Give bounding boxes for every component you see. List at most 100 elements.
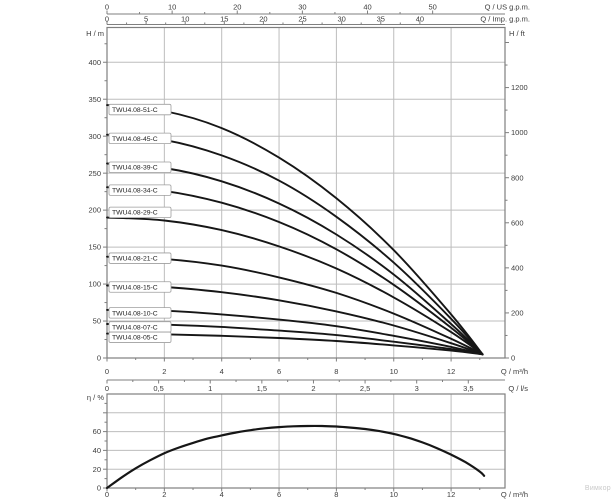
tick-label: 30 (337, 15, 345, 24)
pump-curves (106, 104, 484, 356)
tick-label: 0 (105, 490, 109, 499)
curve-label-TWU4.08-45-C: TWU4.08-45-C (108, 132, 172, 145)
curve-label-TWU4.08-29-C: TWU4.08-29-C (108, 206, 172, 218)
tick-label: 12 (447, 367, 455, 376)
pump-curve-TWU4.08-39-C (106, 162, 484, 356)
axis-label-eta: η / % (87, 393, 104, 402)
axis-m3h-top-chart: 0 2 4 6 8 10 12 Q / m³/h (105, 358, 528, 376)
curve-label-box (108, 103, 172, 116)
curve-label-box (108, 307, 172, 319)
curve-label-text: TWU4.08-10-C (112, 310, 158, 317)
tick-label: 200 (88, 206, 101, 215)
pump-curve-TWU4.08-34-C (106, 186, 484, 356)
tick-label: 300 (88, 132, 101, 141)
pump-curve-TWU4.08-15-C (106, 284, 484, 356)
tick-label: 20 (233, 3, 241, 12)
head-chart-frame (106, 26, 506, 359)
tick-label: 0,5 (153, 384, 163, 393)
tick-label: 10 (168, 3, 176, 12)
tick-label: 40 (93, 446, 101, 455)
axis-label-m3h-bottom: Q / m³/h (501, 490, 528, 499)
curve-label-box (108, 281, 172, 293)
efficiency-curve (105, 424, 486, 490)
curve-label-TWU4.08-39-C: TWU4.08-39-C (108, 161, 172, 173)
tick-label: 600 (511, 218, 524, 227)
curve-label-text: TWU4.08-15-C (112, 284, 158, 291)
curve-label-TWU4.08-34-C: TWU4.08-34-C (108, 184, 172, 196)
curve-label-text: TWU4.08-21-C (112, 256, 158, 263)
tick-label: 25 (298, 15, 306, 24)
tick-label: 4 (220, 367, 224, 376)
tick-label: 12 (447, 490, 455, 499)
tick-label: 3 (415, 384, 419, 393)
tick-label: 10 (181, 15, 189, 24)
tick-label: 1000 (511, 128, 528, 137)
axis-h-ft: 0 200 400 600 800 1000 1200 H / ft (505, 29, 528, 363)
tick-label: 350 (88, 95, 101, 104)
tick-label: 2 (311, 384, 315, 393)
axis-m3h-efficiency: 0 2 4 6 8 10 12 Q / m³/h (105, 488, 528, 499)
axis-label-h-ft: H / ft (509, 29, 526, 38)
tick-label: 400 (88, 58, 101, 67)
tick-label: 1,5 (257, 384, 267, 393)
tick-label: 6 (277, 367, 281, 376)
curve-label-text: TWU4.08-07-C (112, 324, 158, 331)
axis-label-l-s: Q / l/s (508, 384, 528, 393)
pump-curve-TWU4.08-29-C (106, 216, 484, 356)
tick-label: 0 (105, 367, 109, 376)
tick-label: 15 (220, 15, 228, 24)
tick-label: 40 (363, 3, 371, 12)
curve-label-box (108, 161, 172, 173)
curve-label-text: TWU4.08-45-C (112, 136, 158, 143)
curve-label-TWU4.08-15-C: TWU4.08-15-C (108, 281, 172, 293)
tick-label: 30 (298, 3, 306, 12)
tick-label: 200 (511, 309, 524, 318)
curve-label-TWU4.08-21-C: TWU4.08-21-C (108, 252, 172, 264)
efficiency-frame (106, 393, 506, 489)
axis-h-m: 0 50 100 150 200 250 300 350 400 H / m (86, 29, 107, 363)
curve-label-text: TWU4.08-39-C (112, 165, 158, 172)
pump-curve-TWU4.08-51-C (106, 104, 484, 356)
curve-label-text: TWU4.08-05-C (112, 335, 158, 342)
tick-label: 0 (105, 3, 109, 12)
tick-label: 0 (97, 354, 101, 363)
tick-label: 3,5 (463, 384, 473, 393)
curve-label-TWU4.08-10-C: TWU4.08-10-C (108, 307, 172, 319)
tick-label: 2,5 (360, 384, 370, 393)
curve-label-TWU4.08-07-C: TWU4.08-07-C (108, 321, 172, 333)
tick-label: 2 (162, 490, 166, 499)
pump-curve-TWU4.08-45-C (106, 133, 484, 356)
tick-label: 250 (88, 169, 101, 178)
curve-label-box (108, 331, 172, 343)
curve-label-box (108, 206, 172, 218)
curve-label-box (108, 132, 172, 145)
tick-label: 0 (105, 384, 109, 393)
tick-label: 10 (390, 490, 398, 499)
tick-label: 50 (428, 3, 436, 12)
tick-label: 5 (144, 15, 148, 24)
tick-label: 0 (105, 15, 109, 24)
tick-label: 100 (88, 280, 101, 289)
curve-label-box (108, 184, 172, 196)
curve-label-text: TWU4.08-34-C (112, 188, 158, 195)
tick-label: 4 (220, 490, 224, 499)
axis-label-m3h: Q / m³/h (501, 367, 528, 376)
tick-label: 0 (97, 484, 101, 493)
tick-label: 800 (511, 173, 524, 182)
curve-label-text: TWU4.08-29-C (112, 210, 158, 217)
tick-label: 20 (93, 465, 101, 474)
head-chart-grid (107, 27, 505, 358)
tick-label: 6 (277, 490, 281, 499)
tick-label: 1 (208, 384, 212, 393)
tick-label: 10 (390, 367, 398, 376)
tick-label: 40 (416, 15, 424, 24)
axis-us-gpm: 0 10 20 30 40 50 Q / US g.p.m. (105, 3, 530, 15)
efficiency-chart: 0 20 40 60 η / % 0 2 4 6 8 10 12 Q / m³/h (87, 393, 528, 499)
axis-imp-gpm: 0 5 10 15 20 25 30 35 40 Q / Imp. g.p.m. (105, 15, 530, 25)
tick-label: 2 (162, 367, 166, 376)
tick-label: 150 (88, 243, 101, 252)
watermark-text: Вимкор (584, 485, 611, 492)
